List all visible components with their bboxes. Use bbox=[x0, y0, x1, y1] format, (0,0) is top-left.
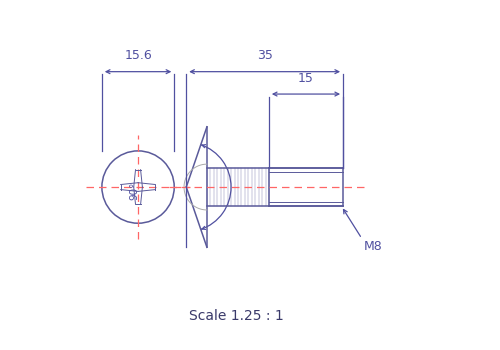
Text: 35: 35 bbox=[256, 49, 272, 62]
Text: Scale 1.25 : 1: Scale 1.25 : 1 bbox=[189, 309, 284, 323]
Text: 15.6: 15.6 bbox=[124, 49, 152, 62]
Text: 15: 15 bbox=[298, 72, 314, 85]
Text: 90°: 90° bbox=[130, 181, 140, 200]
Text: M8: M8 bbox=[364, 240, 382, 253]
